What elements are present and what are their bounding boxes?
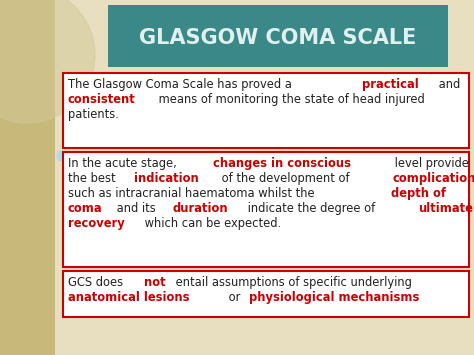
Text: complications: complications [392, 172, 474, 185]
FancyBboxPatch shape [63, 271, 469, 317]
FancyBboxPatch shape [63, 152, 469, 267]
Text: of the development of: of the development of [218, 172, 353, 185]
Text: The Glasgow Coma Scale has proved a: The Glasgow Coma Scale has proved a [68, 78, 295, 91]
Text: depth of: depth of [391, 187, 446, 200]
Bar [108, 5, 448, 67]
Text: such as intracranial haematoma whilst the: such as intracranial haematoma whilst th… [68, 187, 318, 200]
Circle shape [57, 151, 67, 161]
Text: physiological mechanisms: physiological mechanisms [249, 291, 419, 304]
Text: In the acute stage,: In the acute stage, [68, 157, 181, 170]
Text: consistent: consistent [68, 93, 136, 106]
Text: indication: indication [134, 172, 199, 185]
Text: duration: duration [173, 202, 228, 215]
Text: the best: the best [68, 172, 119, 185]
Text: indicate the degree of: indicate the degree of [244, 202, 379, 215]
Text: means of monitoring the state of head injured: means of monitoring the state of head in… [155, 93, 425, 106]
Text: practical: practical [362, 78, 418, 91]
Text: ultimate: ultimate [419, 202, 473, 215]
Bar [0, 0, 55, 355]
Text: recovery: recovery [68, 217, 125, 230]
Text: changes in conscious: changes in conscious [213, 157, 351, 170]
FancyBboxPatch shape [63, 73, 469, 148]
Text: which can be expected.: which can be expected. [141, 217, 282, 230]
Text: GLASGOW COMA SCALE: GLASGOW COMA SCALE [139, 28, 417, 48]
Text: level provide: level provide [391, 157, 469, 170]
Text: patients.: patients. [68, 108, 119, 121]
Text: and: and [435, 78, 460, 91]
Text: and its: and its [113, 202, 159, 215]
Text: coma: coma [68, 202, 103, 215]
Text: not: not [144, 276, 165, 289]
Text: entail assumptions of specific underlying: entail assumptions of specific underlyin… [172, 276, 411, 289]
Circle shape [0, 0, 95, 123]
Text: GCS does: GCS does [68, 276, 127, 289]
Text: anatomical lesions: anatomical lesions [68, 291, 190, 304]
Text: or: or [225, 291, 244, 304]
